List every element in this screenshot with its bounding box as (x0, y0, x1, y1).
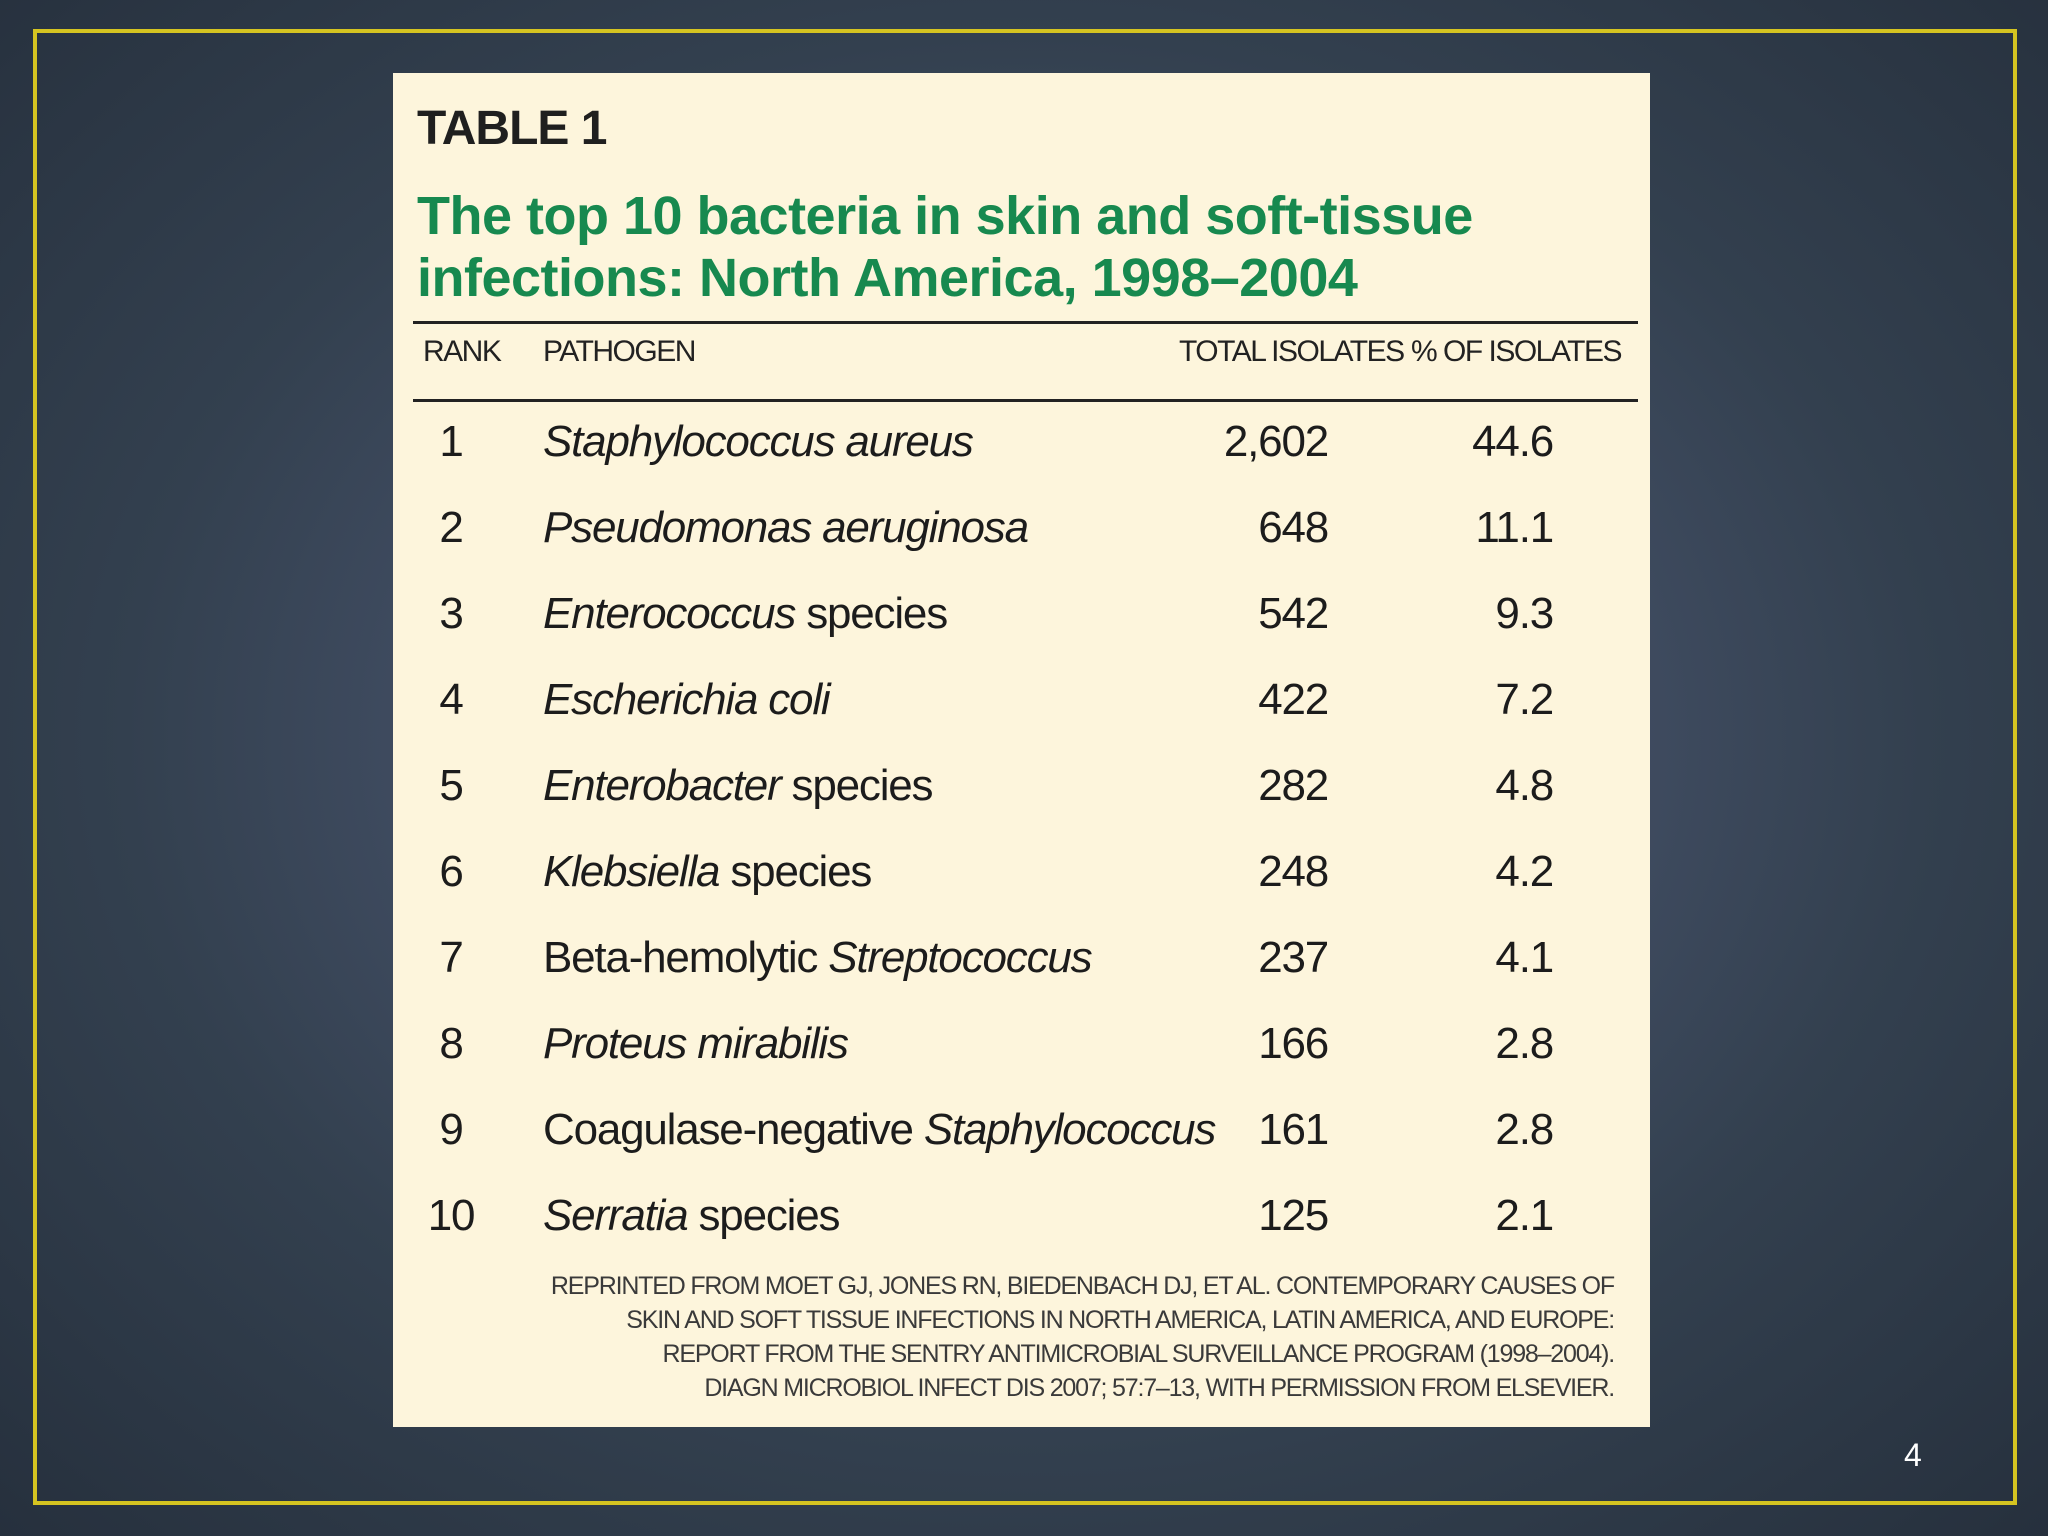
pathogen-cell: Staphylococcus aureus (543, 417, 974, 467)
total-isolates-cell: 422 (1258, 675, 1329, 724)
total-isolates-cell: 542 (1258, 589, 1329, 638)
table-label: TABLE 1 (417, 102, 607, 155)
header-bottom-rule (413, 399, 1638, 402)
rank-cell: 6 (439, 847, 463, 896)
total-isolates-cell: 2,602 (1223, 417, 1329, 466)
total-isolates-cell: 282 (1258, 761, 1329, 810)
table-title: The top 10 bacteria in skin and soft-tis… (417, 185, 1617, 309)
percent-isolates-cell: 4.8 (1495, 761, 1554, 810)
pathogen-cell: Klebsiella species (543, 847, 872, 897)
pathogen-italic-name: Serratia (543, 1191, 689, 1240)
rank-cell: 1 (439, 417, 463, 466)
table-row: 2 Pseudomonas aeruginosa 648 11.1 (393, 503, 1650, 563)
rank-cell: 9 (439, 1105, 463, 1154)
table-row: 1 Staphylococcus aureus 2,602 44.6 (393, 417, 1650, 477)
total-isolates-cell: 237 (1258, 933, 1329, 982)
pathogen-cell: Enterobacter species (543, 761, 934, 811)
rank-cell: 5 (439, 761, 463, 810)
pathogen-plain-text: Coagulase-negative (543, 1105, 924, 1154)
pathogen-italic-name: Streptococcus (828, 933, 1092, 982)
pathogen-cell: Enterococcus species (543, 589, 948, 639)
percent-isolates-cell: 4.1 (1495, 933, 1554, 982)
pathogen-plain-text: Beta-hemolytic (543, 933, 829, 982)
rank-cell: 8 (439, 1019, 463, 1068)
pathogen-plain-text: species (719, 847, 872, 896)
pathogen-plain-text: species (795, 589, 948, 638)
rank-cell: 10 (427, 1191, 476, 1240)
percent-isolates-cell: 44.6 (1472, 417, 1554, 466)
table-row: 10 Serratia species 125 2.1 (393, 1191, 1650, 1251)
slide-number: 4 (1904, 1437, 1922, 1473)
table-row: 8 Proteus mirabilis 166 2.8 (393, 1019, 1650, 1079)
pathogen-italic-name: Pseudomonas aeruginosa (543, 503, 1029, 552)
header-rank: RANK (423, 335, 502, 368)
rank-cell: 2 (439, 503, 463, 552)
total-isolates-cell: 648 (1258, 503, 1329, 552)
pathogen-italic-name: Klebsiella (543, 847, 721, 896)
header-percent-isolates: % OF ISOLATES (1411, 335, 1623, 368)
table-row: 7 Beta-hemolytic Streptococcus 237 4.1 (393, 933, 1650, 993)
table-row: 3 Enterococcus species 542 9.3 (393, 589, 1650, 649)
footnote-line-1: Reprinted from Moet GJ, Jones RN, Bieden… (550, 1272, 1615, 1300)
footnote-line-3: report from the SENTRY Antimicrobial Sur… (662, 1340, 1616, 1368)
table-row: 4 Escherichia coli 422 7.2 (393, 675, 1650, 735)
table-row: 5 Enterobacter species 282 4.8 (393, 761, 1650, 821)
table-figure: TABLE 1 The top 10 bacteria in skin and … (393, 73, 1650, 1427)
table-title-line-1: The top 10 bacteria in skin and soft-tis… (417, 186, 1473, 246)
percent-isolates-cell: 2.1 (1495, 1191, 1554, 1240)
pathogen-italic-name: Escherichia coli (543, 675, 831, 724)
rank-cell: 7 (439, 933, 463, 982)
pathogen-italic-name: Staphylococcus aureus (543, 417, 974, 466)
rank-cell: 4 (439, 675, 463, 724)
footnote-line-2: skin and soft tissue infections in North… (626, 1306, 1615, 1334)
pathogen-cell: Coagulase-negative Staphylococcus (543, 1105, 1217, 1155)
pathogen-italic-name: Staphylococcus (923, 1105, 1217, 1154)
percent-isolates-cell: 2.8 (1495, 1105, 1554, 1154)
rank-cell: 3 (439, 589, 463, 638)
total-isolates-cell: 248 (1258, 847, 1329, 896)
pathogen-cell: Beta-hemolytic Streptococcus (543, 933, 1093, 983)
pathogen-plain-text: species (780, 761, 934, 810)
footnote-line-4: Diagn Microbiol Infect Dis 2007; 57:7–13… (704, 1374, 1615, 1402)
header-total-isolates: TOTAL ISOLATES (1179, 335, 1405, 368)
total-isolates-cell: 125 (1258, 1191, 1329, 1240)
pathogen-italic-name: Enterococcus (543, 589, 796, 638)
percent-isolates-cell: 9.3 (1495, 589, 1554, 638)
pathogen-cell: Pseudomonas aeruginosa (543, 503, 1029, 553)
header-pathogen: PATHOGEN (543, 335, 696, 368)
percent-isolates-cell: 4.2 (1495, 847, 1554, 896)
percent-isolates-cell: 11.1 (1475, 503, 1554, 552)
header-top-rule (413, 321, 1638, 324)
table-footnote: Reprinted from Moet GJ, Jones RN, Bieden… (434, 1269, 1616, 1405)
percent-isolates-cell: 7.2 (1495, 675, 1554, 724)
pathogen-cell: Escherichia coli (543, 675, 831, 725)
table-row: 6 Klebsiella species 248 4.2 (393, 847, 1650, 907)
pathogen-plain-text: species (687, 1191, 840, 1240)
pathogen-italic-name: Enterobacter (543, 761, 782, 810)
percent-isolates-cell: 2.8 (1495, 1019, 1554, 1068)
table-title-line-2: infections: North America, 1998–2004 (417, 248, 1358, 308)
pathogen-cell: Serratia species (543, 1191, 840, 1241)
total-isolates-cell: 166 (1258, 1019, 1329, 1068)
pathogen-italic-name: Proteus mirabilis (543, 1019, 849, 1068)
table-row: 9 Coagulase-negative Staphylococcus 161 2.8 (393, 1105, 1650, 1165)
slide-border (33, 29, 2017, 1505)
pathogen-cell: Proteus mirabilis (543, 1019, 849, 1069)
total-isolates-cell: 161 (1258, 1105, 1329, 1154)
